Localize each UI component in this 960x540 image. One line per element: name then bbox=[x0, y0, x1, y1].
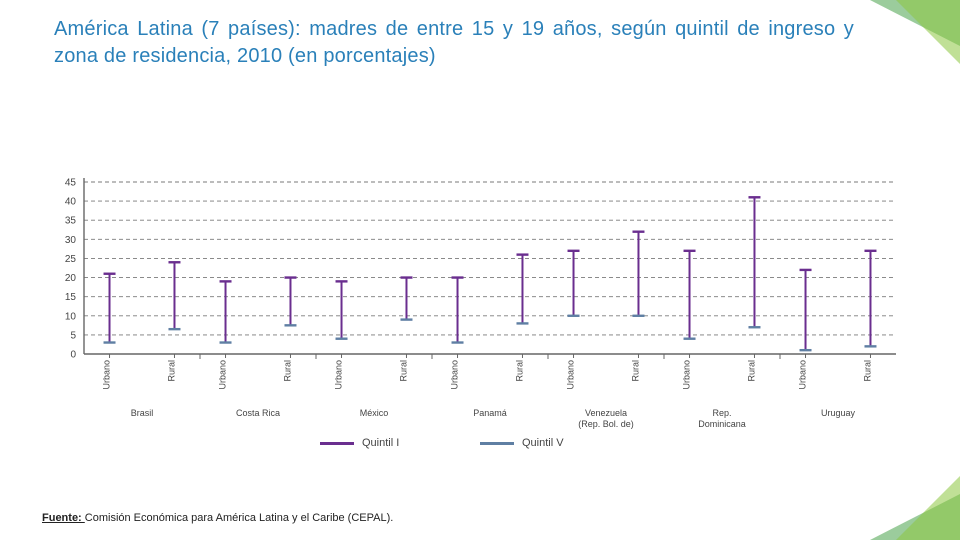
zone-label: Rural bbox=[282, 360, 292, 382]
y-tick-label: 45 bbox=[65, 178, 77, 189]
decor-tr-1 bbox=[870, 0, 960, 46]
decor-br-1 bbox=[870, 494, 960, 540]
legend-label: Quintil I bbox=[362, 437, 399, 449]
zone-label: Rural bbox=[166, 360, 176, 382]
y-tick-label: 25 bbox=[65, 254, 77, 265]
y-tick-label: 10 bbox=[65, 311, 77, 322]
zone-label: Rural bbox=[630, 360, 640, 382]
y-tick-label: 30 bbox=[65, 235, 77, 246]
slide-title: América Latina (7 países): madres de ent… bbox=[54, 16, 854, 70]
y-tick-label: 20 bbox=[65, 273, 77, 284]
decor-bottom-right bbox=[840, 470, 960, 540]
country-label: Brasil bbox=[131, 408, 154, 418]
zone-label: Rural bbox=[862, 360, 872, 382]
country-label: Venezuela bbox=[585, 408, 627, 418]
legend-swatch bbox=[320, 442, 354, 445]
country-label: Dominicana bbox=[698, 419, 746, 429]
y-tick-label: 5 bbox=[70, 330, 76, 341]
zone-label: Urbano bbox=[102, 360, 112, 390]
zone-label: Urbano bbox=[566, 360, 576, 390]
country-label: Panamá bbox=[473, 408, 507, 418]
y-tick-label: 0 bbox=[70, 350, 76, 361]
country-label: México bbox=[360, 408, 389, 418]
country-label: Uruguay bbox=[821, 408, 856, 418]
y-tick-label: 15 bbox=[65, 292, 77, 303]
decor-tr-2 bbox=[896, 0, 960, 64]
country-label: Rep. bbox=[712, 408, 731, 418]
y-tick-label: 40 bbox=[65, 197, 77, 208]
source-line: Fuente: Comisión Económica para América … bbox=[42, 512, 393, 524]
source-text: Comisión Económica para América Latina y… bbox=[85, 512, 394, 524]
decor-br-2 bbox=[896, 476, 960, 540]
legend-label: Quintil V bbox=[522, 437, 564, 449]
zone-label: Urbano bbox=[682, 360, 692, 390]
zone-label: Urbano bbox=[798, 360, 808, 390]
zone-label: Rural bbox=[398, 360, 408, 382]
zone-label: Rural bbox=[746, 360, 756, 382]
legend-swatch bbox=[480, 442, 514, 445]
range-chart: 0 5 10 15 20 25 30 35 40 45 Urbano Rural Brasil Urban… bbox=[40, 110, 930, 460]
y-tick-label: 35 bbox=[65, 216, 77, 227]
zone-label: Urbano bbox=[218, 360, 228, 390]
chart-container: 0 5 10 15 20 25 30 35 40 45 Urbano Rural Brasil Urban… bbox=[40, 110, 930, 460]
decor-top-right bbox=[840, 0, 960, 70]
zone-label: Rural bbox=[514, 360, 524, 382]
source-label: Fuente: bbox=[42, 512, 85, 524]
country-label: (Rep. Bol. de) bbox=[578, 419, 634, 429]
zone-label: Urbano bbox=[334, 360, 344, 390]
country-label: Costa Rica bbox=[236, 408, 280, 418]
zone-label: Urbano bbox=[450, 360, 460, 390]
